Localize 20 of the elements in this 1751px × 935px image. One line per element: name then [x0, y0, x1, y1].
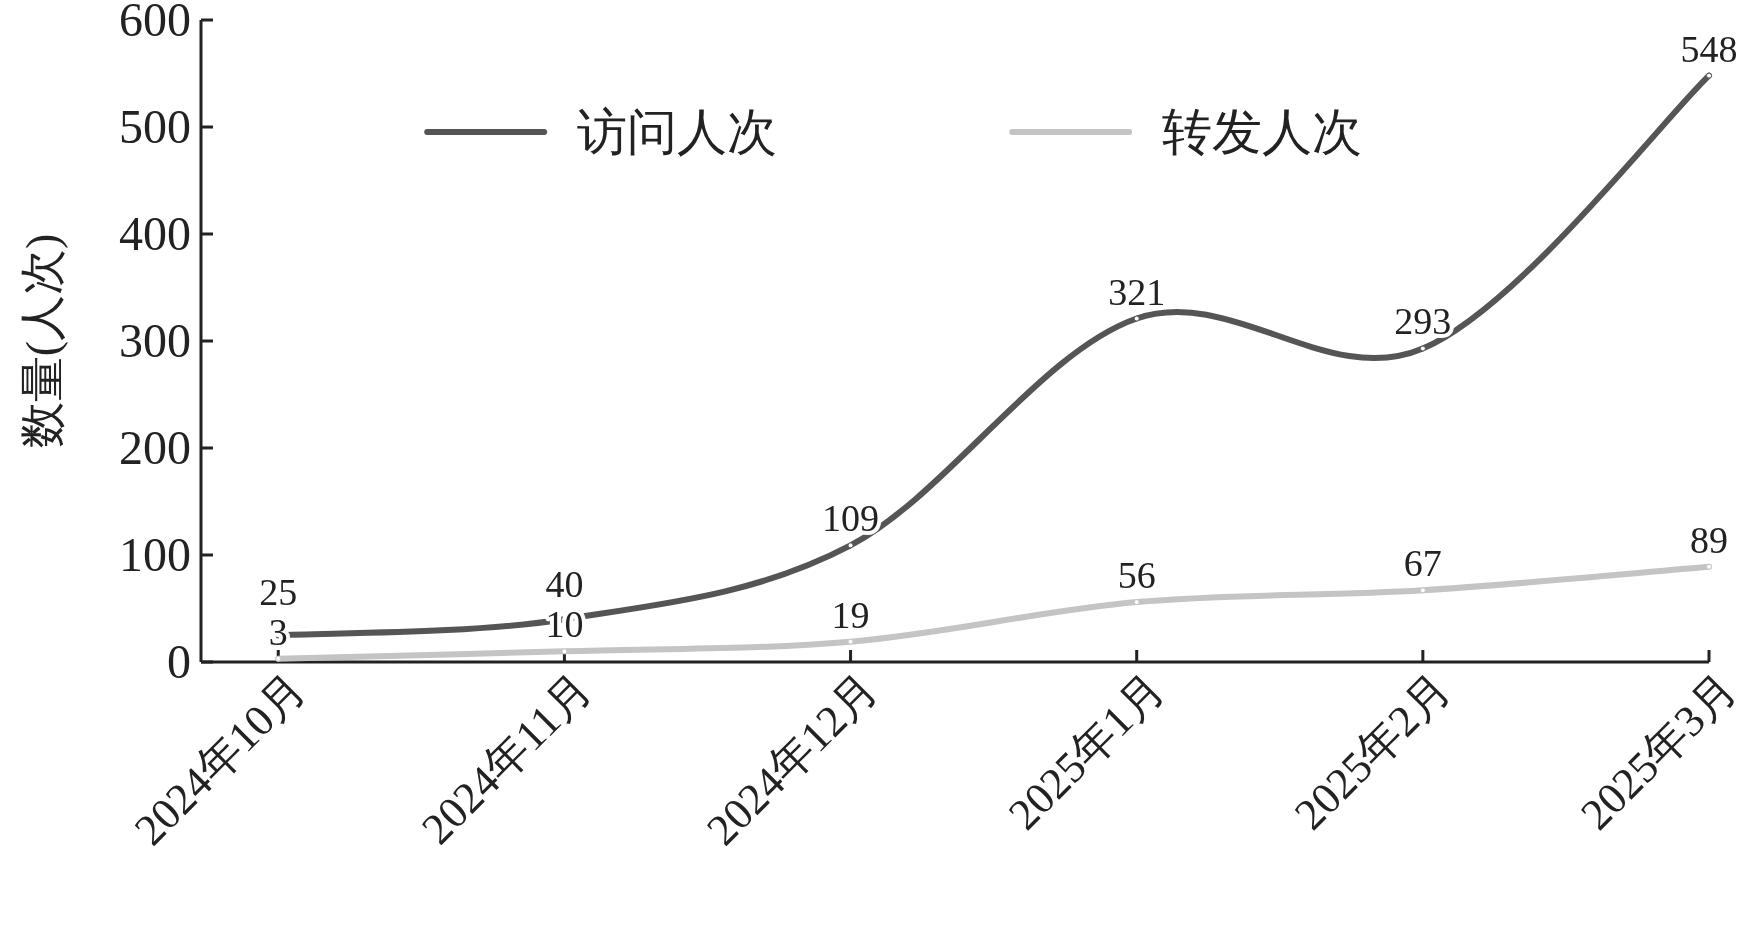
data-label: 89	[1690, 518, 1728, 561]
y-tick-label: 500	[119, 100, 191, 153]
data-label: 40	[545, 563, 584, 606]
data-label: 548	[1680, 27, 1738, 70]
y-tick-label: 400	[119, 207, 191, 260]
y-axis-title: 数量(人次)	[17, 233, 68, 449]
data-label: 19	[831, 593, 870, 636]
data-label: 56	[1117, 554, 1156, 597]
legend-label: 访问人次	[577, 104, 778, 160]
y-tick-label: 100	[119, 528, 191, 581]
data-label: 109	[822, 497, 880, 540]
data-label: 25	[259, 570, 298, 613]
data-label: 321	[1108, 270, 1166, 313]
legend-label: 转发人次	[1162, 104, 1363, 160]
y-tick-label: 300	[119, 314, 191, 367]
y-tick-label: 0	[167, 635, 191, 688]
data-label: 67	[1403, 542, 1442, 585]
y-tick-label: 600	[119, 0, 191, 46]
y-tick-label: 200	[119, 421, 191, 474]
data-label: 293	[1394, 300, 1452, 343]
